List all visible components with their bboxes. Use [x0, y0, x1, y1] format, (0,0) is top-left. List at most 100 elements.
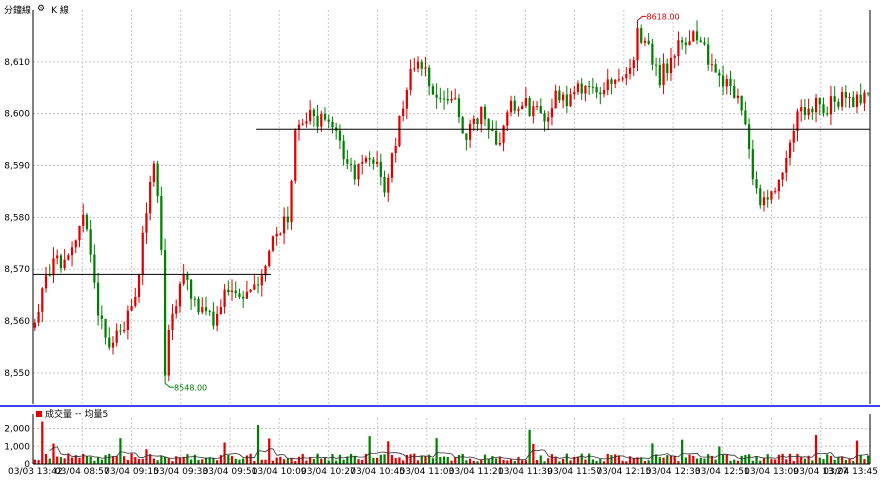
volume-bar: [543, 461, 546, 464]
candle-body: [755, 179, 758, 189]
candle-body: [301, 123, 304, 125]
candle-body: [63, 259, 66, 269]
volume-bar: [89, 456, 92, 464]
candle-body: [673, 56, 676, 58]
volume-bar: [852, 461, 855, 464]
candle-body: [863, 92, 866, 104]
volume-bar: [424, 456, 427, 464]
candle-body: [632, 60, 635, 68]
volume-bar: [364, 453, 368, 464]
candle-body: [201, 307, 204, 313]
candle-body: [37, 311, 40, 323]
volume-bar: [807, 455, 810, 464]
volume-bar: [357, 459, 360, 464]
volume-bar: [245, 455, 249, 464]
volume-bar: [614, 454, 617, 464]
volume-bar: [331, 453, 334, 464]
volume-bar: [115, 456, 118, 464]
candle-body: [67, 255, 70, 260]
candle-body: [818, 97, 821, 105]
volume-bar: [554, 456, 557, 464]
candle-body: [781, 172, 784, 180]
volume-bar: [383, 454, 386, 464]
volume-bar: [707, 454, 710, 464]
volume-bar: [312, 459, 315, 464]
candle-body: [219, 307, 222, 314]
volume-bar: [197, 460, 200, 464]
volume-bar: [774, 459, 777, 464]
volume-bar: [822, 459, 825, 464]
candle-body: [230, 290, 234, 293]
candle-body: [506, 112, 509, 126]
candle-body: [796, 111, 799, 131]
candle-body: [521, 105, 524, 110]
volume-bar: [338, 454, 342, 464]
volume-bar: [353, 455, 356, 464]
volume-bar: [450, 460, 453, 464]
volume-bar: [416, 460, 420, 464]
candle-body: [286, 216, 289, 223]
volume-bar: [647, 460, 650, 464]
candle-body: [442, 98, 446, 100]
candle-body: [539, 105, 542, 114]
volume-bar: [692, 455, 695, 464]
volume-bar: [335, 460, 338, 464]
candle-body: [643, 40, 647, 43]
volume-bar: [792, 460, 795, 464]
volume-bar: [487, 458, 490, 464]
volume-bar: [175, 456, 178, 464]
candle-body: [662, 63, 665, 86]
time-tick-label: 03/04 11:57: [547, 467, 602, 477]
candle-body: [461, 117, 464, 134]
candle-body: [535, 105, 539, 107]
volume-bar: [550, 454, 554, 464]
candle-body: [588, 86, 591, 88]
candle-body: [238, 293, 241, 297]
candle-body: [480, 106, 483, 125]
candle-body: [584, 86, 587, 94]
volume-bar: [145, 449, 148, 464]
volume-bar: [428, 454, 431, 464]
volume-bar: [766, 454, 769, 464]
candle-body: [774, 191, 777, 193]
volume-bar: [472, 460, 475, 464]
candle-body: [424, 67, 427, 69]
candle-body: [684, 42, 687, 46]
volume-bar: [569, 460, 572, 464]
candle-body: [759, 188, 762, 206]
candle-body: [498, 142, 501, 145]
volume-bar: [643, 460, 647, 464]
gear-icon[interactable]: ⚙: [37, 4, 46, 14]
candle-body: [472, 118, 475, 124]
candle-body: [826, 113, 829, 115]
candle-body: [658, 65, 661, 86]
max-annotation: 8618.00: [647, 12, 680, 21]
time-tick-label: 03/04 11:03: [400, 467, 455, 477]
candle-body: [610, 79, 613, 84]
volume-bar: [506, 460, 509, 464]
interval-label[interactable]: 分鐘線: [4, 5, 32, 16]
candle-body: [111, 342, 115, 348]
volume-bar: [409, 454, 412, 464]
volume-bar: [729, 460, 732, 464]
axes: [0, 10, 880, 465]
volume-bar: [320, 458, 323, 464]
chart-type-label[interactable]: K 線: [51, 5, 69, 16]
candle-body: [640, 28, 643, 43]
candle-body: [405, 90, 408, 109]
price-tick-label: 8,570: [4, 265, 30, 275]
volume-bar: [818, 457, 821, 464]
volume-bar: [539, 455, 542, 464]
candle-body: [56, 255, 59, 259]
candle-body: [193, 298, 196, 300]
volume-bar: [442, 456, 446, 464]
candle-body: [89, 229, 92, 255]
candle-body: [840, 92, 844, 107]
candlesticks: [33, 20, 870, 384]
volume-bar: [666, 455, 669, 464]
volume-bar: [420, 456, 423, 464]
candle-body: [387, 177, 390, 193]
candle-body: [677, 40, 680, 57]
candle-body: [100, 315, 103, 319]
